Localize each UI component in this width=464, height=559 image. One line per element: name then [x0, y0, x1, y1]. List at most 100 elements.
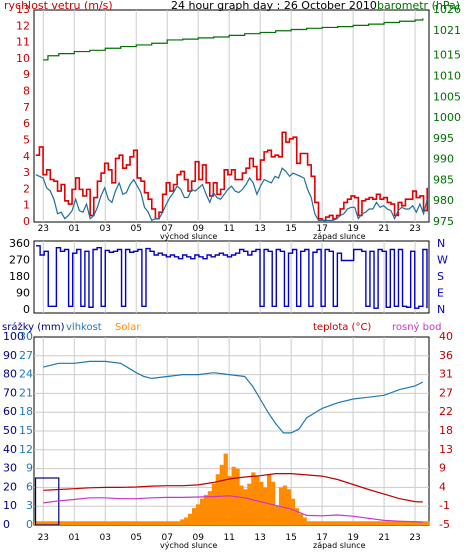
pressure-tick-labels: 975 980 985 990 995 1000 1005 1010 1015 1021 1026: [433, 3, 461, 228]
solar-bar: [140, 521, 145, 525]
temperature-line: [43, 473, 423, 503]
axis-tick-label: 5: [23, 133, 30, 146]
axis-tick-label: 1000: [433, 111, 461, 124]
axis-tick-label: 9: [23, 68, 30, 81]
wind-pressure-plot-area: [33, 9, 430, 223]
solar-bar: [251, 472, 256, 525]
axis-tick-label: 30: [19, 330, 33, 343]
axis-tick-label: 3: [26, 499, 33, 512]
axis-tick-label: 1005: [433, 90, 461, 103]
wind-speed-line: [35, 167, 428, 222]
gust-line: [35, 131, 428, 222]
time-tick-label: 11: [223, 533, 234, 543]
time-tick-label: 01: [69, 224, 80, 234]
solar-bar: [413, 521, 418, 525]
solar-bar: [353, 521, 359, 525]
wind-direction-line: [36, 245, 428, 309]
rain-bar: [34, 477, 60, 526]
rain-series: [34, 477, 60, 526]
axis-tick-label: -5: [439, 518, 450, 531]
solar-bar: [346, 521, 351, 525]
solar-bar: [203, 494, 209, 525]
time-tick-label: 07: [161, 224, 172, 234]
axis-tick-label: 8: [23, 85, 30, 98]
solar-bar: [45, 521, 51, 525]
axis-tick-label: 990: [433, 153, 454, 166]
axis-tick-label: 360: [9, 237, 30, 250]
axis-tick-label: 24: [19, 368, 33, 381]
solar-bar: [109, 521, 114, 525]
solar-bar: [310, 521, 315, 525]
axis-tick-label: 13: [16, 3, 30, 16]
axis-tick-label: 100: [3, 330, 24, 343]
solar-bar: [377, 521, 382, 525]
wind-speed-axis-label: rychlost vetru (m/s): [4, 0, 113, 12]
axis-tick-label: 11: [16, 36, 30, 49]
sunset-label: západ slunce: [313, 232, 366, 241]
time-tick-label: 13: [254, 533, 265, 543]
time-tick-label: 03: [100, 533, 111, 543]
solar-bar: [211, 483, 216, 525]
solar-bar: [113, 521, 118, 525]
axis-tick-label: 22: [439, 405, 453, 418]
axis-tick-label: E: [437, 287, 444, 300]
solar-bar: [152, 521, 157, 525]
solar-bar: [267, 474, 272, 525]
solar-bar: [93, 521, 98, 525]
solar-bar: [199, 498, 205, 525]
pressure-axis-label: barometr (hPa): [377, 0, 460, 12]
temperature-legend: teplota (°C): [313, 322, 371, 333]
time-tick-label: 03: [100, 224, 111, 234]
axis-tick-label: 3: [23, 166, 30, 179]
temperature-series: [43, 473, 423, 503]
axis-tick-label: 0: [23, 303, 30, 316]
humidity-line: [43, 360, 424, 434]
axis-tick-label: 80: [3, 368, 17, 381]
axis-tick-label: 15: [19, 424, 33, 437]
dew-point-legend: rosný bod: [392, 321, 441, 333]
solar-bar: [195, 504, 201, 525]
axis-tick-label: -1: [439, 499, 450, 512]
axis-tick-label: 0: [3, 518, 10, 531]
temperature-tick-labels: -5 -1 4 9 13 18 22 27 31 36 40: [439, 330, 453, 531]
solar-bar: [164, 521, 169, 525]
solar-bar: [274, 506, 280, 525]
time-tick-label: 05: [131, 533, 142, 543]
solar-bar: [81, 521, 86, 525]
solar-bar: [302, 517, 307, 525]
axis-tick-label: 1015: [433, 49, 461, 62]
axis-tick-label: 36: [439, 349, 453, 362]
solar-bar: [136, 521, 141, 525]
solar-bar: [326, 521, 331, 525]
axis-tick-label: 31: [439, 368, 453, 381]
solar-bar: [294, 508, 299, 525]
solar-bar: [389, 521, 394, 525]
solar-bar: [188, 513, 193, 525]
axis-tick-label: 27: [19, 349, 33, 362]
axis-tick-label: 27: [439, 386, 453, 399]
axis-tick-label: 12: [19, 443, 33, 456]
solar-bar: [168, 521, 173, 525]
axis-tick-label: 40: [3, 443, 17, 456]
rain-legend: srážky (mm): [2, 321, 65, 333]
axis-tick-label: 9: [26, 462, 33, 475]
solar-bar: [357, 521, 363, 525]
time-tick-label: 19: [347, 224, 359, 234]
axis-tick-label: 1026: [433, 3, 461, 16]
solar-bar: [409, 521, 414, 525]
axis-tick-label: 180: [9, 270, 30, 283]
axis-tick-label: 10: [16, 52, 30, 65]
solar-bar: [350, 521, 355, 525]
axis-tick-label: 13: [439, 443, 453, 456]
axis-tick-label: W: [437, 254, 448, 267]
time-tick-label: 17: [316, 533, 327, 543]
solar-bar: [290, 498, 295, 525]
solar-bar: [73, 521, 78, 525]
axis-tick-label: 1010: [433, 70, 461, 83]
axis-tick-label: 270: [9, 254, 30, 267]
solar-bar: [334, 521, 339, 525]
